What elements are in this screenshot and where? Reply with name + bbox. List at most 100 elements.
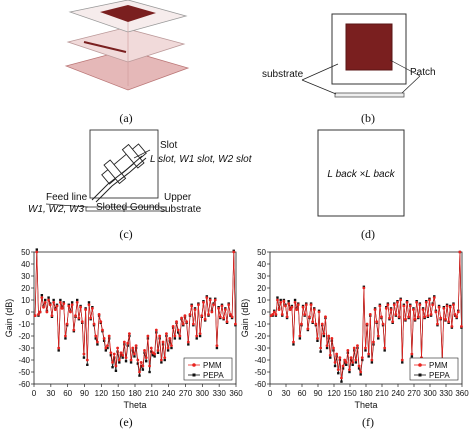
panel-c-side-view (85, 206, 167, 212)
data-point-pepa (325, 346, 329, 350)
data-point-pepa (354, 361, 358, 364)
data-point-pmm (139, 361, 143, 364)
data-point-pepa (94, 337, 97, 340)
data-point-pepa (153, 355, 156, 358)
panel-a-feed-line (83, 41, 127, 53)
data-point-pmm (428, 298, 431, 302)
data-point-pmm (228, 313, 232, 316)
data-point-pmm (362, 286, 366, 290)
data-point-pmm (376, 334, 380, 338)
data-point-pepa (168, 339, 171, 342)
data-point-pmm (300, 322, 303, 326)
data-point-pmm (448, 305, 452, 309)
data-point-pmm (304, 303, 308, 307)
x-tick-label: 270 (407, 389, 421, 398)
data-point-pmm (37, 313, 40, 316)
data-point-pmm (146, 334, 150, 338)
data-point-pmm (119, 351, 123, 355)
data-point-pepa (178, 337, 182, 340)
data-point-pepa (276, 296, 279, 299)
data-point-pmm (309, 303, 313, 307)
y-tick-label: 30 (257, 272, 266, 281)
data-point-pmm (346, 349, 350, 352)
data-point-pmm (85, 358, 89, 362)
x-tick-label: 300 (196, 389, 210, 398)
data-point-pmm (101, 328, 104, 332)
data-point-pmm (220, 304, 224, 308)
data-point-pepa (118, 361, 121, 364)
data-point-pepa (141, 368, 145, 371)
data-point-pmm (384, 307, 388, 310)
data-point-pmm (330, 337, 334, 340)
legend-box (409, 357, 459, 381)
panel-f-caption: (f) (362, 415, 374, 429)
data-point-pmm (282, 299, 286, 303)
data-point-pmm (188, 313, 192, 316)
data-point-pepa (293, 298, 297, 302)
data-point-pmm (349, 356, 353, 359)
x-tick-label: 330 (439, 389, 453, 398)
data-point-pmm (55, 304, 59, 308)
x-tick-label: 180 (359, 389, 373, 398)
data-point-pepa (370, 361, 374, 364)
data-point-pmm (205, 296, 209, 299)
data-point-pepa (343, 361, 346, 364)
x-tick-label: 90 (314, 389, 323, 398)
y-tick-label: 40 (21, 260, 30, 269)
data-point-pepa (316, 339, 319, 342)
data-point-pepa (345, 363, 348, 366)
data-point-pepa (410, 355, 414, 358)
data-point-pmm (437, 305, 441, 309)
data-point-pmm (149, 346, 153, 350)
panel-c-label-substrate: substrate (160, 204, 202, 215)
data-point-pmm (285, 315, 289, 319)
data-point-pmm (295, 308, 299, 311)
data-point-pmm (333, 361, 337, 364)
y-tick-label: -60 (254, 380, 266, 389)
x-tick-label: 0 (268, 389, 273, 398)
panel-a-mid-layer (66, 27, 186, 63)
data-point-pmm (62, 302, 66, 305)
data-point-pmm (171, 325, 175, 328)
data-point-pmm (47, 298, 50, 302)
data-point-pmm (292, 340, 295, 344)
data-point-pmm (271, 313, 275, 316)
panel-b-label-patch: Patch (410, 67, 436, 78)
data-point-pepa (121, 356, 124, 359)
data-point-pmm (301, 305, 305, 309)
data-point-pmm (75, 301, 79, 304)
data-point-pmm (412, 308, 415, 311)
data-point-pmm (356, 344, 359, 347)
data-point-pmm (53, 308, 57, 311)
data-point-pmm (456, 310, 460, 314)
data-point-pepa (136, 362, 140, 365)
data-point-pmm (126, 341, 130, 345)
data-point-pmm (67, 304, 71, 308)
data-point-pmm (434, 310, 438, 314)
panel-c-slot (101, 143, 147, 185)
data-point-pepa (337, 372, 340, 375)
data-point-pmm (290, 305, 294, 309)
data-point-pepa (195, 337, 198, 340)
y-tick-label: -40 (254, 356, 266, 365)
data-point-pmm (429, 313, 433, 316)
data-point-pmm (208, 298, 212, 302)
data-point-pmm (344, 361, 348, 364)
x-tick-label: 120 (95, 389, 109, 398)
data-point-pmm (227, 303, 231, 307)
data-point-pmm (373, 308, 377, 311)
data-point-pmm (215, 344, 219, 347)
data-point-pmm (381, 322, 385, 326)
data-point-pmm (442, 307, 446, 310)
data-point-pmm (185, 320, 189, 323)
data-point-pmm (279, 301, 283, 304)
data-point-pepa (124, 360, 128, 363)
data-point-pmm (336, 368, 340, 371)
data-point-pmm (96, 340, 99, 344)
data-point-pmm (284, 304, 287, 308)
data-point-pmm (42, 305, 45, 309)
data-point-pmm (200, 314, 204, 317)
chart-f: 0 30 60 90 120 150 180 210 240 270 300 330 360504030… (240, 248, 469, 410)
data-point-pmm (415, 301, 419, 304)
data-point-pepa (96, 343, 99, 346)
